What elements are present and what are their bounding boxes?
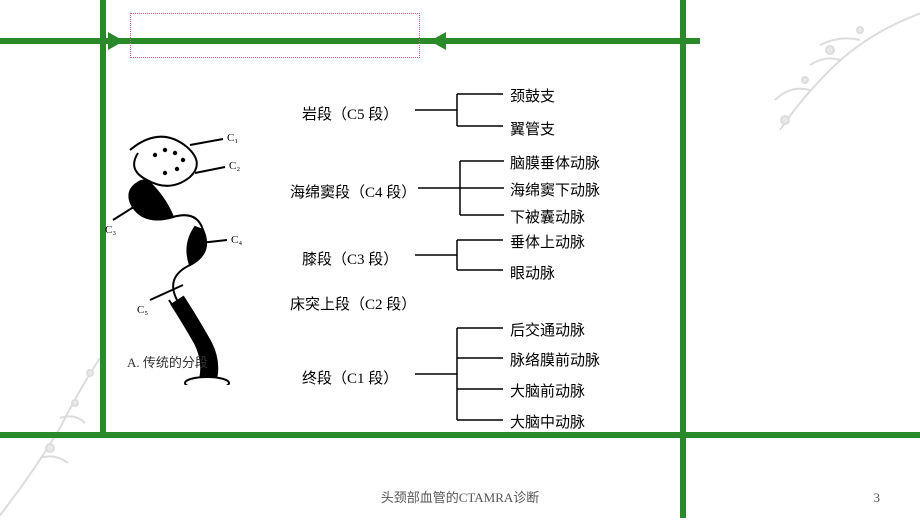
branch-label: 大脑中动脉 xyxy=(510,411,585,432)
branch-label: 颈鼓支 xyxy=(510,85,555,106)
branch-label: 脑膜垂体动脉 xyxy=(510,152,600,173)
segment-c5-label: 岩段（C5 段） xyxy=(302,103,398,124)
branch-label: 眼动脉 xyxy=(510,262,555,283)
c4-label: C₄ xyxy=(231,234,242,246)
c3-label: C₃ xyxy=(105,224,116,236)
segment-c2-label: 床突上段（C2 段） xyxy=(290,293,416,314)
branch-label: 脉络膜前动脉 xyxy=(510,349,600,370)
c5-label: C₅ xyxy=(137,304,148,316)
frame-line xyxy=(680,0,686,518)
segment-c4-label: 海绵窦段（C4 段） xyxy=(290,181,416,202)
frame-line xyxy=(0,432,920,438)
footer-title: 头颈部血管的CTAMRA诊断 xyxy=(381,487,540,506)
segment-c1-label: 终段（C1 段） xyxy=(302,367,398,388)
branch-label: 后交通动脉 xyxy=(510,319,585,340)
bracket-c1 xyxy=(415,320,505,428)
branch-label: 垂体上动脉 xyxy=(510,231,585,252)
segment-c3-label: 膝段（C3 段） xyxy=(302,248,398,269)
arrow-right-icon xyxy=(108,32,124,50)
arrow-left-icon xyxy=(430,32,446,50)
slide-root: C₁ C₂ C₃ C₄ C₅ A. 传统的分段 岩段（C5 段） 海绵窦段（C4… xyxy=(0,0,920,518)
bracket-c3 xyxy=(415,234,505,276)
title-placeholder-box xyxy=(130,13,420,58)
branch-label: 下被囊动脉 xyxy=(510,206,585,227)
branch-label: 大脑前动脉 xyxy=(510,380,585,401)
page-number: 3 xyxy=(874,490,881,506)
bracket-c4 xyxy=(418,155,506,221)
c1-label: C₁ xyxy=(227,132,238,144)
diagram-caption: A. 传统的分段 xyxy=(127,352,208,371)
artery-diagram: C₁ C₂ C₃ C₄ C₅ xyxy=(105,125,285,385)
bracket-c5 xyxy=(415,88,505,133)
c2-label: C₂ xyxy=(229,160,240,172)
branch-label: 海绵窦下动脉 xyxy=(510,179,600,200)
branch-label: 翼管支 xyxy=(510,118,555,139)
decoration-top-right xyxy=(710,0,920,170)
